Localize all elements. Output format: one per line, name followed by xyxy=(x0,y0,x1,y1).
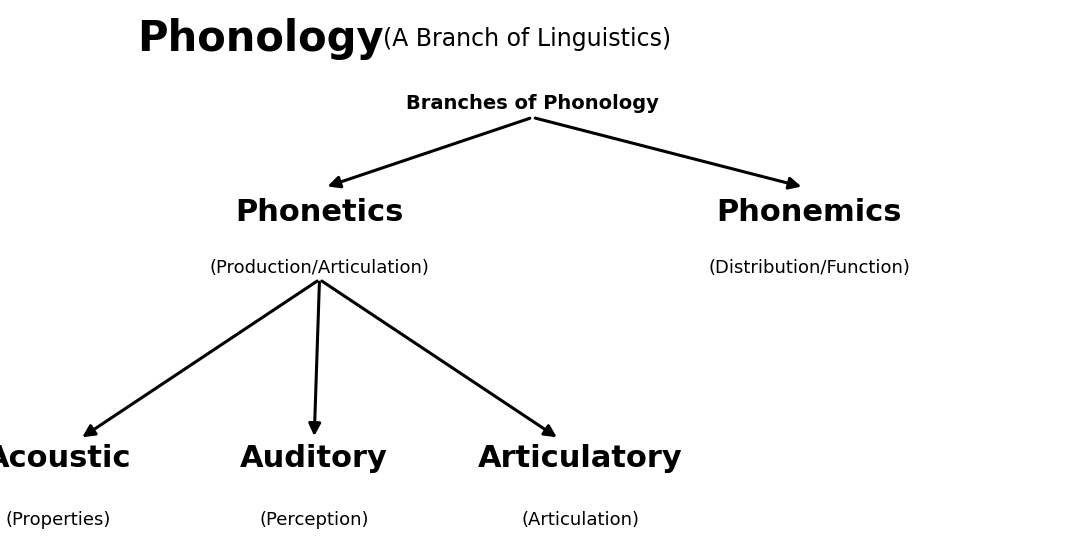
Text: Phonemics: Phonemics xyxy=(717,198,902,227)
Text: Auditory: Auditory xyxy=(241,444,388,473)
Text: Branches of Phonology: Branches of Phonology xyxy=(406,94,659,113)
Text: (A Branch of Linguistics): (A Branch of Linguistics) xyxy=(383,27,672,51)
Text: Articulatory: Articulatory xyxy=(478,444,683,473)
Text: (Perception): (Perception) xyxy=(260,511,368,529)
Text: Phonetics: Phonetics xyxy=(235,198,404,227)
Text: (Production/Articulation): (Production/Articulation) xyxy=(210,259,429,277)
Text: (Distribution/Function): (Distribution/Function) xyxy=(708,259,911,277)
Text: (Properties): (Properties) xyxy=(6,511,111,529)
Text: Acoustic: Acoustic xyxy=(0,444,131,473)
Text: (Articulation): (Articulation) xyxy=(522,511,639,529)
Text: Phonology: Phonology xyxy=(136,18,383,60)
